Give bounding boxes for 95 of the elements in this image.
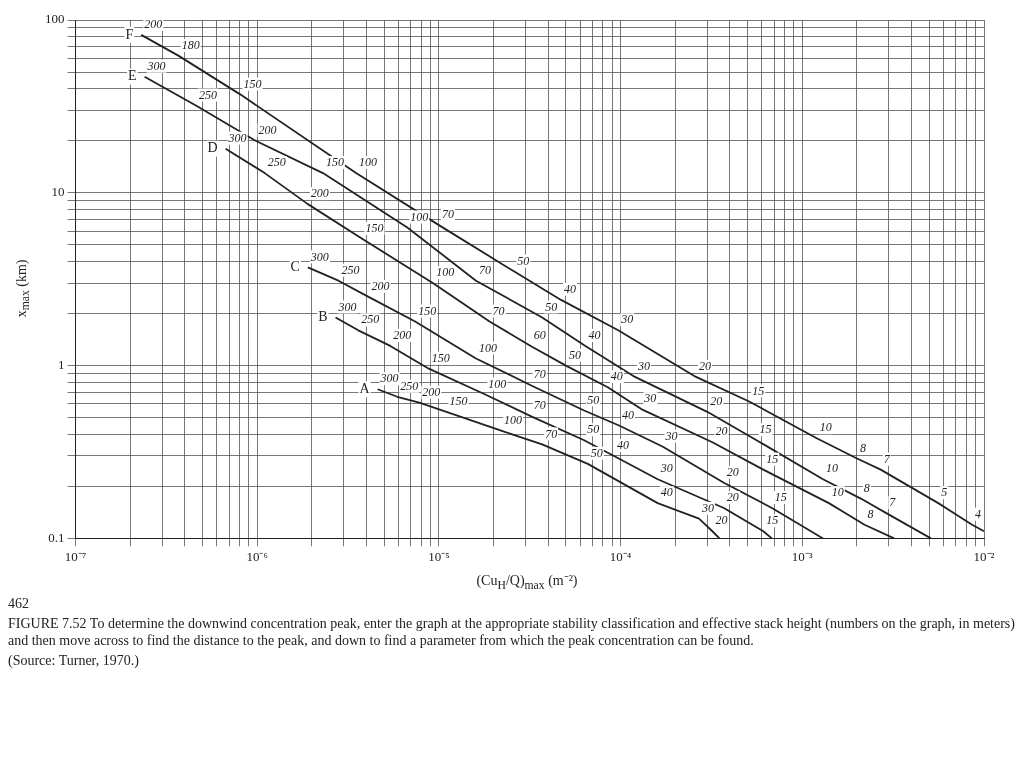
annotation: 150: [431, 350, 450, 365]
annotation: 150: [325, 155, 344, 170]
series-label: C: [290, 259, 300, 275]
annotation: 10: [831, 485, 844, 500]
annotation: 200: [258, 122, 277, 137]
annotation: 250: [361, 312, 380, 327]
annotation: 30: [700, 500, 714, 515]
annotation: 70: [545, 426, 558, 441]
annotation: 150: [243, 76, 262, 91]
annotation: 30: [636, 359, 650, 374]
annotation: 50: [587, 422, 600, 437]
annotation: 20: [710, 394, 723, 408]
annotation: 70: [478, 262, 491, 277]
annotation: 50: [587, 392, 600, 407]
annotation: 60: [533, 328, 546, 343]
annotation: 20: [715, 513, 728, 528]
annotation: 100: [410, 209, 429, 224]
series-label: A: [359, 380, 371, 396]
annotation: 70: [533, 398, 546, 413]
annotation: 5: [941, 485, 948, 500]
annotation: 50: [517, 253, 530, 268]
annotation: 200: [393, 328, 412, 343]
annotation: 300: [227, 130, 247, 145]
x-tick-label: 10⁻⁵: [428, 548, 450, 564]
annotation: 8: [867, 506, 874, 521]
y-tick-label: 0.1: [48, 529, 65, 545]
y-tick-label: 10: [51, 184, 65, 200]
annotation: 200: [422, 384, 441, 399]
annotation: 100: [436, 265, 455, 280]
annotation: 30: [659, 461, 673, 476]
annotation: 20: [699, 359, 711, 374]
annotation: 15: [766, 451, 779, 466]
annotation: 100: [359, 155, 378, 170]
annotation: 30: [620, 312, 634, 327]
annotation: 100: [488, 376, 507, 391]
series-label: E: [128, 68, 137, 84]
series-label: F: [125, 26, 134, 42]
annotation: 40: [617, 438, 630, 453]
annotation: 8: [860, 440, 866, 455]
annotation: 50: [545, 299, 558, 314]
annotation: 300: [309, 249, 329, 264]
annotation: 70: [533, 367, 546, 382]
annotation: 180: [181, 38, 200, 53]
annotation: 70: [492, 303, 505, 318]
annotation: 20: [715, 424, 728, 439]
annotation: 40: [564, 282, 577, 297]
annotation: 50: [590, 446, 603, 461]
annotation: 300: [337, 299, 357, 314]
x-tick-label: 10⁻⁷: [64, 548, 87, 564]
annotation: 300: [379, 371, 399, 386]
annotation: 10: [819, 420, 832, 435]
annotation: 150: [449, 394, 468, 408]
annotation: 15: [752, 383, 765, 398]
annotation: 7: [889, 495, 897, 510]
caption: FIGURE 7.52 To determine the downwind concentration peak, enter the graph at the appropriate stability classification and effective stack height (numbers on the graph, in meters) and then move across to find the distance to the peak, and down to find a parameter from which the peak concentration can be found.: [8, 614, 1016, 649]
annotation: 150: [365, 221, 384, 236]
annotation: 250: [198, 87, 217, 102]
annotation: 300: [146, 58, 166, 73]
annotation: 70: [441, 207, 454, 222]
annotation: 4: [975, 506, 982, 521]
annotation: 20: [726, 490, 739, 505]
y-tick-label: 100: [45, 11, 65, 27]
annotation: 150: [418, 303, 437, 318]
annotation: 50: [568, 347, 581, 362]
annotation: 20: [726, 464, 739, 479]
annotation: 40: [588, 328, 601, 343]
x-tick-label: 10⁻²: [973, 548, 995, 564]
x-axis-title: (Cu$_{H}$/Q)$_{max}$ (m⁻²): [475, 572, 579, 592]
text: 462: [8, 594, 30, 612]
x-tick-label: 10⁻⁴: [609, 548, 632, 564]
text: (Source: Turner, 1970.): [8, 651, 140, 669]
series-label: D: [207, 140, 218, 156]
x-tick-label: 10⁻³: [791, 548, 813, 564]
x-tick-label: 10⁻⁶: [246, 548, 268, 564]
annotation: 100: [504, 412, 523, 427]
annotation: 40: [622, 407, 635, 422]
annotation: 15: [774, 490, 787, 505]
annotation: 250: [400, 378, 419, 393]
annotation: 40: [610, 369, 623, 384]
annotation: 250: [341, 262, 360, 277]
annotation: 15: [766, 513, 779, 528]
annotation: 100: [478, 340, 497, 355]
annotation: 250: [267, 155, 286, 170]
annotation: 10: [826, 461, 838, 476]
annotation: 30: [664, 428, 678, 443]
annotation: 7: [883, 451, 891, 466]
series-label: B: [318, 309, 328, 325]
annotation: 200: [310, 186, 329, 201]
annotation: 40: [660, 485, 673, 500]
annotation: 8: [863, 480, 870, 495]
annotation: 30: [643, 391, 657, 406]
annotation: 15: [759, 422, 772, 437]
annotation: 200: [371, 278, 390, 293]
y-tick-label: 1: [58, 357, 65, 373]
annotation: 200: [144, 17, 163, 32]
